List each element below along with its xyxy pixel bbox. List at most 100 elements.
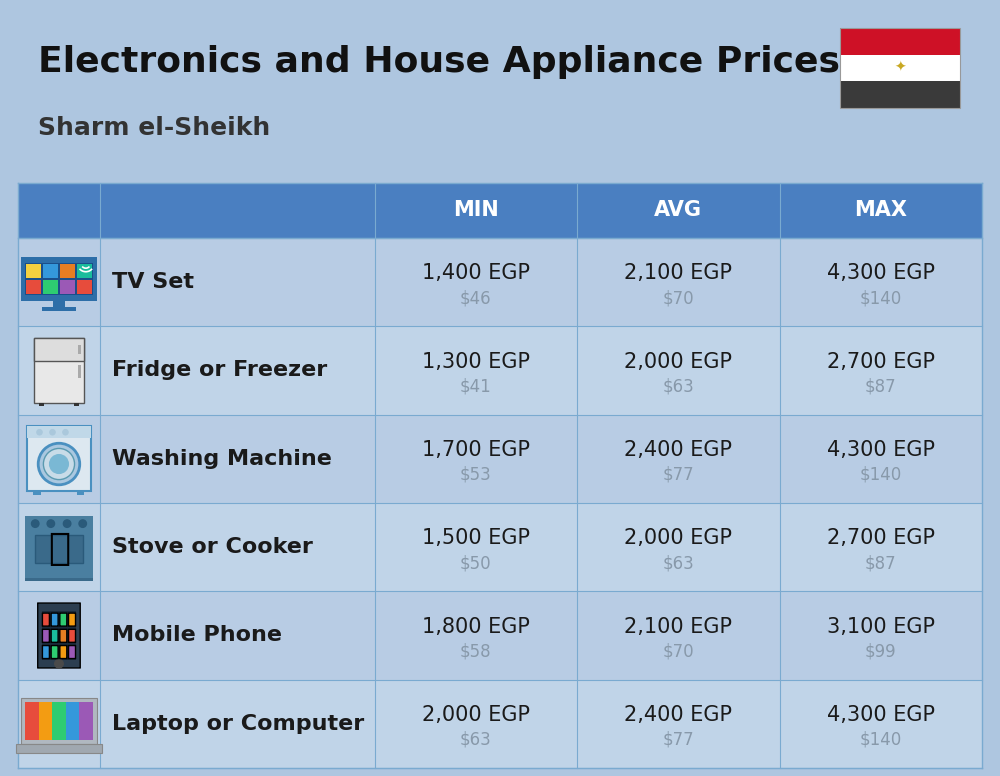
Text: $70: $70 [663,289,694,307]
Bar [43,280,58,294]
FancyBboxPatch shape [38,603,80,668]
Text: 2,000 EGP: 2,000 EGP [422,705,530,725]
FancyBboxPatch shape [60,629,67,643]
Bar [74,403,79,407]
FancyBboxPatch shape [69,646,76,659]
Bar [77,280,92,294]
FancyBboxPatch shape [69,629,76,643]
Bar [39,702,52,740]
Circle shape [50,455,68,473]
Text: $77: $77 [663,466,694,483]
Bar [42,611,76,660]
Bar [18,414,982,503]
Bar [53,301,65,307]
Text: $87: $87 [865,554,897,572]
Text: $87: $87 [865,377,897,396]
Text: 3,100 EGP: 3,100 EGP [827,617,935,636]
Bar [26,265,41,279]
Bar [77,265,92,279]
Bar [16,744,102,753]
Text: 1,300 EGP: 1,300 EGP [422,352,530,372]
Text: 2,000 EGP: 2,000 EGP [624,352,732,372]
Bar [60,280,75,294]
Text: 2,400 EGP: 2,400 EGP [624,440,732,460]
Text: TV Set: TV Set [112,272,194,293]
Text: Washing Machine: Washing Machine [112,449,332,469]
Bar [18,503,982,591]
Text: MAX: MAX [854,200,907,220]
Text: Fridge or Freezer: Fridge or Freezer [112,361,327,380]
Text: $77: $77 [663,731,694,749]
Text: 2,000 EGP: 2,000 EGP [624,528,732,549]
Bar [77,491,84,495]
Bar [840,81,960,108]
Text: $58: $58 [460,643,492,660]
Text: $41: $41 [460,377,492,396]
Bar [34,338,84,361]
Text: 2,400 EGP: 2,400 EGP [624,705,732,725]
Bar [25,702,93,740]
Bar [27,426,91,438]
Circle shape [79,520,86,528]
Bar [26,280,41,294]
Text: 4,300 EGP: 4,300 EGP [827,705,935,725]
Text: ✦: ✦ [894,61,906,75]
Text: 2,100 EGP: 2,100 EGP [624,617,732,636]
Circle shape [50,430,55,435]
FancyBboxPatch shape [69,613,76,626]
Circle shape [37,430,42,435]
Bar [25,702,39,740]
Text: 1,400 EGP: 1,400 EGP [422,263,530,283]
Circle shape [63,520,71,528]
Bar [840,28,960,108]
Bar [79,702,93,740]
Text: 2,700 EGP: 2,700 EGP [827,352,935,372]
Text: Laptop or Computer: Laptop or Computer [112,714,364,734]
Bar [21,257,97,301]
Text: 1,500 EGP: 1,500 EGP [422,528,530,549]
Text: 2,100 EGP: 2,100 EGP [624,263,732,283]
Text: $46: $46 [460,289,492,307]
Text: 4,300 EGP: 4,300 EGP [827,263,935,283]
FancyBboxPatch shape [51,646,58,659]
Text: $63: $63 [460,731,492,749]
Text: Mobile Phone: Mobile Phone [112,625,282,646]
FancyBboxPatch shape [42,646,49,659]
Circle shape [63,430,68,435]
Text: MIN: MIN [453,200,499,220]
Text: $140: $140 [860,731,902,749]
Bar [27,426,91,491]
Circle shape [38,443,80,485]
Bar [18,183,982,238]
Bar [66,702,79,740]
Text: $70: $70 [663,643,694,660]
Text: $140: $140 [860,289,902,307]
FancyBboxPatch shape [60,646,67,659]
Circle shape [31,520,39,528]
Circle shape [55,660,63,668]
Text: AVG: AVG [654,200,702,220]
FancyBboxPatch shape [51,629,58,643]
FancyBboxPatch shape [42,613,49,626]
Bar [60,265,75,279]
Text: $63: $63 [662,377,694,396]
Bar [18,238,982,327]
Bar [78,345,81,354]
Bar [42,307,76,310]
Text: Stove or Cooker: Stove or Cooker [112,537,313,557]
Bar [39,403,44,407]
Bar [18,327,982,414]
Bar [840,54,960,81]
Text: $140: $140 [860,466,902,483]
Text: 2,700 EGP: 2,700 EGP [827,528,935,549]
FancyBboxPatch shape [51,613,58,626]
Bar [33,491,41,495]
Bar [25,263,93,295]
Bar [18,680,982,768]
Text: $50: $50 [460,554,492,572]
Text: 1,700 EGP: 1,700 EGP [422,440,530,460]
Circle shape [47,520,55,528]
Bar [78,365,81,378]
Bar [43,265,58,279]
Bar [18,591,982,680]
